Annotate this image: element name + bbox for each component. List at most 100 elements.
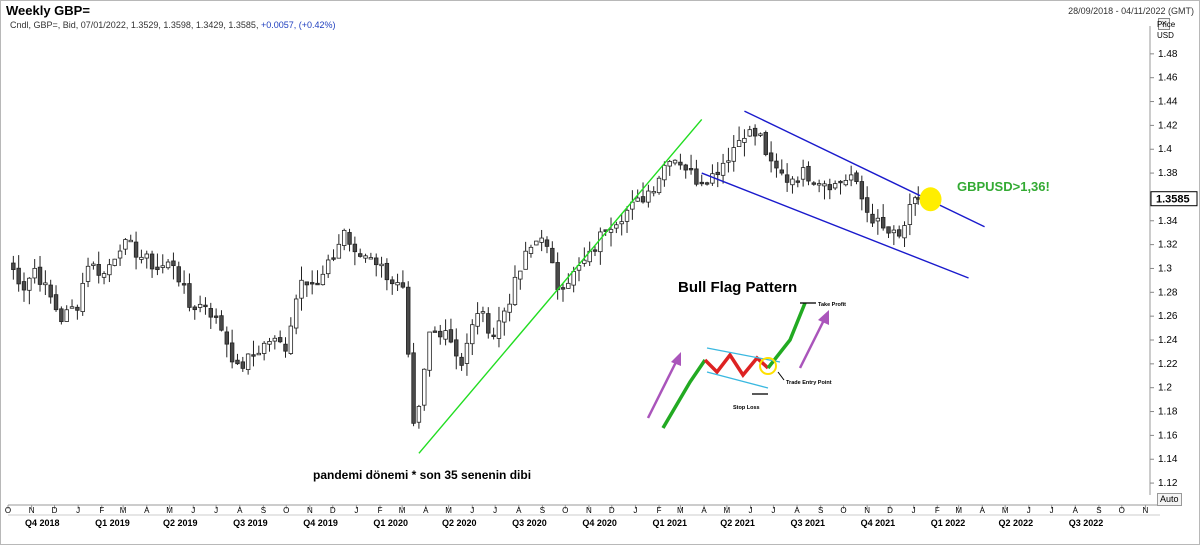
candle-body: [534, 240, 539, 246]
candle-body: [438, 330, 443, 338]
candle-body: [747, 129, 752, 137]
x-month-label: A: [701, 506, 707, 515]
candle-body: [475, 313, 480, 327]
candle-body: [560, 287, 566, 290]
x-month-label: J: [354, 506, 358, 515]
x-month-label: N: [29, 506, 35, 515]
y-tick-label: 1.42: [1158, 120, 1178, 131]
y-tick-label: 1.34: [1158, 216, 1178, 227]
candle-body: [864, 197, 870, 213]
auto-scale-button[interactable]: Auto: [1157, 493, 1182, 506]
candle-body: [144, 253, 149, 259]
x-month-label: O: [1119, 506, 1125, 515]
y-tick-label: 1.4: [1158, 144, 1172, 155]
inset-entry-pointer: [777, 371, 785, 381]
x-month-label: S: [261, 506, 266, 515]
inset-flag-bottom: [706, 371, 769, 389]
candle-body: [822, 183, 827, 187]
candle-body: [422, 368, 427, 406]
candle-body: [277, 337, 283, 343]
candle-body: [384, 262, 390, 281]
candle-body: [635, 197, 640, 202]
y-tick-label: 1.46: [1158, 73, 1178, 84]
x-quarter-label: Q3 2019: [233, 518, 268, 528]
inset-entry-label: Trade Entry Point: [786, 380, 832, 386]
candle-body: [358, 253, 363, 257]
inset-illustration: [646, 302, 829, 429]
x-month-label: N: [1143, 506, 1149, 515]
candle-body: [171, 260, 176, 267]
x-month-label: J: [493, 506, 497, 515]
candle-body: [875, 217, 881, 222]
candle-body: [59, 308, 64, 323]
x-quarter-label: Q1 2021: [652, 518, 687, 528]
y-tick-label: 1.18: [1158, 407, 1178, 418]
x-month-label: A: [423, 506, 429, 515]
candle-body: [245, 353, 251, 371]
candle-body: [518, 270, 523, 280]
candle-body: [614, 224, 619, 229]
uptrend-line: [418, 118, 703, 454]
candle-body: [80, 282, 85, 312]
candle-body: [672, 159, 678, 164]
candle-body: [390, 279, 395, 285]
candle-body: [848, 174, 854, 181]
y-tick-label: 1.14: [1158, 454, 1178, 465]
candle-body: [107, 264, 112, 276]
candle-body: [283, 343, 288, 352]
candle-body: [528, 246, 534, 254]
candle-body: [470, 324, 475, 345]
x-month-label: F: [935, 506, 940, 515]
close-button[interactable]: ×: [1158, 18, 1170, 30]
candle-body: [736, 140, 742, 147]
candle-body: [219, 315, 224, 331]
x-month-label: M: [1002, 506, 1009, 515]
candle-body: [374, 257, 379, 266]
candle-body: [427, 331, 432, 371]
candle-body: [117, 250, 123, 259]
candle-body: [432, 330, 438, 333]
inset-breakout: [766, 302, 807, 370]
x-month-label: O: [562, 506, 568, 515]
info-change: +0.0057, (+0.42%): [260, 20, 336, 30]
x-month-label: M: [445, 506, 452, 515]
candle-body: [320, 273, 326, 286]
candle-body: [128, 239, 133, 243]
candle-body: [192, 306, 197, 311]
candle-body: [85, 265, 91, 282]
channel-lower-line: [701, 172, 969, 279]
y-tick-label: 1.2: [1158, 383, 1172, 394]
candle-body: [341, 229, 347, 246]
current-price-box: [1150, 191, 1198, 207]
x-month-label: A: [516, 506, 522, 515]
x-quarter-label: Q2 2019: [163, 518, 198, 528]
x-month-label: A: [144, 506, 150, 515]
candle-body: [768, 152, 774, 162]
candle-body: [720, 162, 726, 176]
candle-body: [155, 266, 160, 271]
x-quarter-label: Q2 2022: [999, 518, 1034, 528]
candle-body: [886, 226, 891, 234]
y-tick-label: 1.24: [1158, 335, 1178, 346]
candle-body: [267, 341, 272, 345]
candle-body: [678, 161, 683, 166]
x-month-label: O: [840, 506, 846, 515]
candle-body: [598, 231, 603, 253]
inset-arrow-left-head: [671, 352, 681, 366]
candle-body: [37, 266, 43, 285]
candle-body: [486, 313, 491, 334]
candle-body: [235, 359, 240, 365]
candle-body: [400, 282, 406, 288]
candle-body: [208, 308, 213, 318]
candle-body: [699, 181, 704, 185]
candle-body: [53, 294, 59, 311]
candle-body: [454, 339, 459, 357]
candle-body: [32, 267, 37, 279]
x-month-label: J: [1050, 506, 1054, 515]
page-title: Weekly GBP=: [6, 3, 90, 18]
inset-arrow-right-head: [818, 310, 829, 325]
candle-body: [149, 253, 155, 270]
candle-body: [187, 283, 192, 308]
candle-body: [662, 164, 667, 181]
candle-body: [795, 180, 800, 183]
